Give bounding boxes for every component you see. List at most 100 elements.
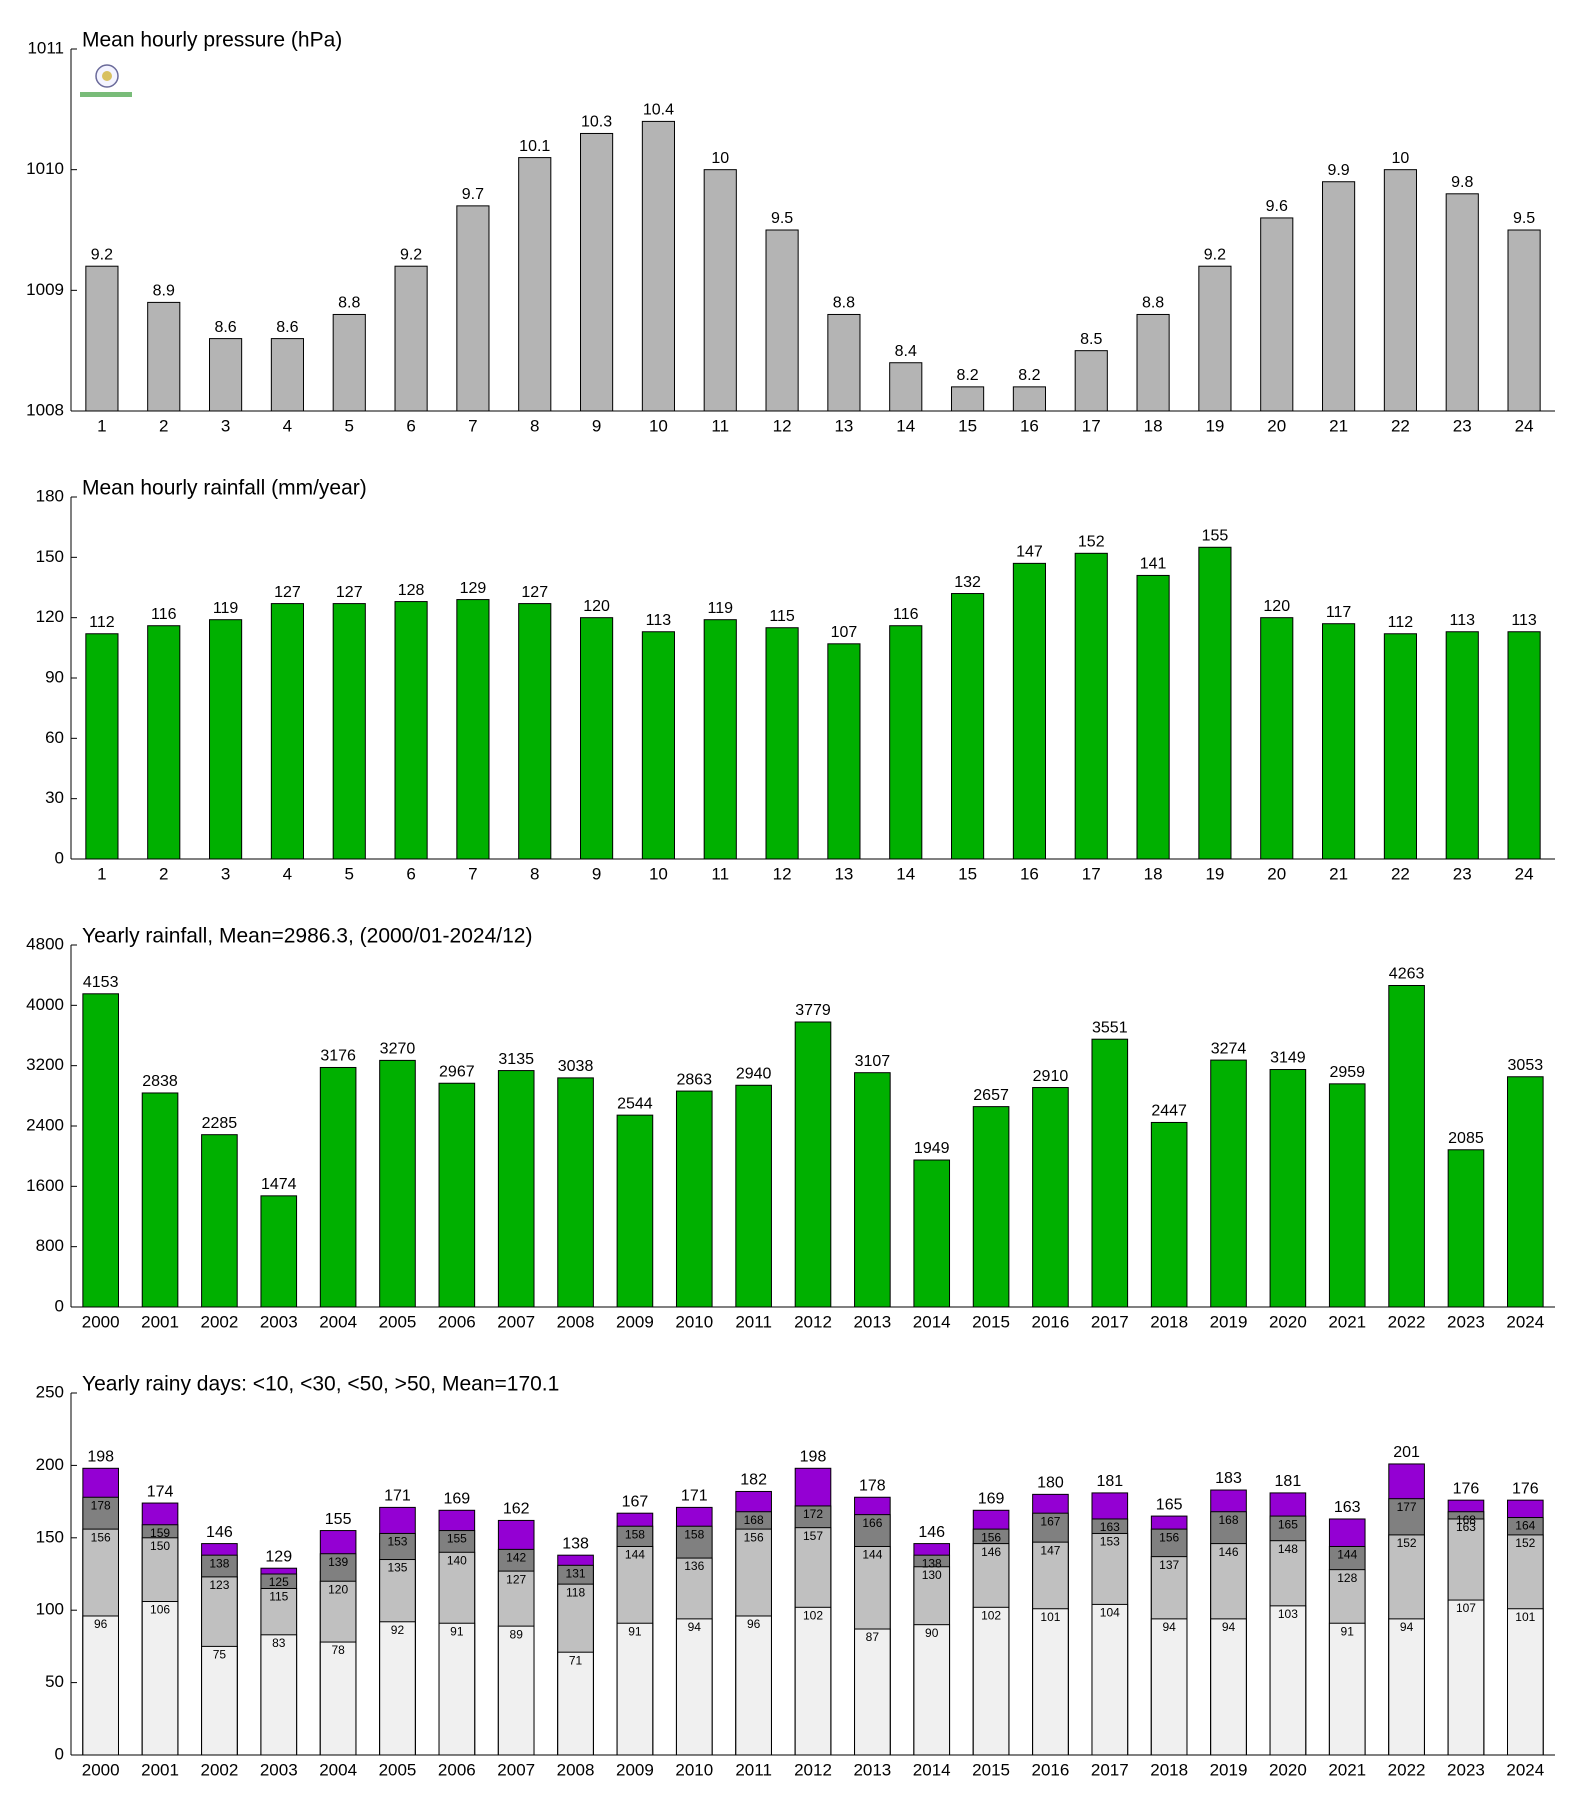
bar-segment: [497, 1625, 535, 1756]
bar: [1445, 631, 1479, 860]
bar: [765, 627, 799, 860]
bar: [438, 1082, 476, 1308]
bar: [209, 338, 243, 412]
segment-label: 153: [1100, 1535, 1120, 1549]
segment-label: 152: [1515, 1536, 1535, 1550]
x-tick-label: 17: [1082, 864, 1101, 883]
x-tick-label: 1: [97, 864, 106, 883]
x-tick-label: 2007: [497, 1760, 535, 1779]
total-label: 174: [147, 1483, 174, 1500]
x-tick-label: 12: [773, 416, 792, 435]
bar: [147, 625, 181, 860]
bar: [951, 593, 985, 860]
value-label: 3038: [558, 1058, 594, 1075]
segment-label: 178: [91, 1498, 111, 1512]
bar: [1012, 562, 1046, 860]
segment-label: 156: [744, 1530, 764, 1544]
segment-label: 137: [1159, 1558, 1179, 1572]
value-label: 9.9: [1327, 162, 1349, 179]
x-tick-label: 2023: [1447, 1760, 1485, 1779]
segment-label: 168: [1219, 1513, 1239, 1527]
value-label: 132: [954, 574, 981, 591]
chart-title: Yearly rainfall, Mean=2986.3, (2000/01-2…: [82, 925, 532, 948]
value-label: 10.3: [581, 114, 612, 131]
value-label: 8.9: [153, 283, 175, 300]
value-label: 129: [460, 580, 487, 597]
x-tick-label: 2016: [1032, 1760, 1070, 1779]
x-tick-label: 5: [345, 864, 354, 883]
segment-label: 146: [1219, 1545, 1239, 1559]
y-tick-label: 180: [36, 486, 64, 505]
value-label: 9.5: [1513, 210, 1535, 227]
value-label: 127: [336, 584, 363, 601]
value-label: 9.2: [1204, 246, 1226, 263]
total-label: 178: [859, 1477, 886, 1494]
segment-label: 156: [981, 1530, 1001, 1544]
bar: [147, 301, 181, 412]
value-label: 2544: [617, 1095, 653, 1112]
segment-label: 115: [269, 1590, 288, 1604]
segment-label: 92: [391, 1623, 405, 1637]
bar: [557, 1077, 594, 1308]
segment-label: 75: [213, 1648, 227, 1662]
y-tick-label: 2400: [26, 1115, 64, 1134]
x-tick-label: 2009: [616, 1312, 654, 1331]
bar: [85, 265, 119, 412]
chart-title: Yearly rainy days: <10, <30, <50, >50, M…: [82, 1373, 559, 1396]
x-tick-label: 2018: [1150, 1312, 1188, 1331]
value-label: 3176: [320, 1048, 356, 1065]
bar: [1269, 1069, 1307, 1308]
x-tick-label: 14: [896, 416, 915, 435]
segment-label: 102: [981, 1608, 1001, 1622]
bar: [1136, 574, 1170, 860]
value-label: 3149: [1270, 1050, 1306, 1067]
bar: [1388, 984, 1425, 1308]
segment-label: 144: [862, 1548, 882, 1562]
x-tick-label: 9: [592, 864, 601, 883]
bar: [1328, 1083, 1366, 1308]
value-label: 2657: [973, 1087, 1009, 1104]
x-tick-label: 20: [1267, 416, 1286, 435]
value-label: 9.8: [1451, 174, 1473, 191]
segment-label: 89: [510, 1627, 524, 1641]
y-tick-label: 1008: [26, 400, 64, 419]
value-label: 9.7: [462, 186, 484, 203]
x-tick-label: 2021: [1328, 1312, 1366, 1331]
segment-label: 153: [387, 1535, 407, 1549]
bar: [319, 1066, 357, 1308]
x-tick-label: 2004: [319, 1760, 357, 1779]
x-tick-label: 2005: [379, 1760, 417, 1779]
segment-label: 164: [1515, 1519, 1535, 1533]
x-tick-label: 2021: [1328, 1760, 1366, 1779]
bar: [735, 1084, 772, 1308]
value-label: 2910: [1033, 1068, 1069, 1085]
segment-label: 163: [1456, 1520, 1476, 1534]
bar: [1032, 1087, 1069, 1308]
bar: [641, 631, 675, 860]
segment-label: 78: [331, 1643, 345, 1657]
segment-label: 172: [803, 1507, 823, 1521]
total-label: 163: [1334, 1499, 1361, 1516]
x-tick-label: 2008: [557, 1760, 595, 1779]
value-label: 155: [1202, 527, 1229, 544]
bar: [497, 1070, 535, 1308]
x-tick-label: 2023: [1447, 1312, 1485, 1331]
value-label: 107: [831, 624, 858, 641]
x-tick-label: 6: [406, 864, 415, 883]
total-label: 201: [1393, 1444, 1420, 1461]
value-label: 3270: [380, 1041, 416, 1058]
segment-label: 96: [94, 1617, 108, 1631]
value-label: 2838: [142, 1073, 178, 1090]
bar: [889, 362, 923, 412]
bar: [456, 599, 490, 860]
bar: [703, 169, 737, 412]
bar-segment: [141, 1601, 179, 1756]
bar-segment: [1447, 1599, 1485, 1756]
segment-label: 101: [1040, 1610, 1060, 1624]
x-tick-label: 2020: [1269, 1760, 1307, 1779]
x-tick-label: 13: [834, 864, 853, 883]
segment-label: 104: [1100, 1606, 1120, 1620]
bar-segment: [438, 1622, 476, 1756]
bar: [580, 617, 614, 860]
value-label: 10.4: [643, 102, 674, 119]
